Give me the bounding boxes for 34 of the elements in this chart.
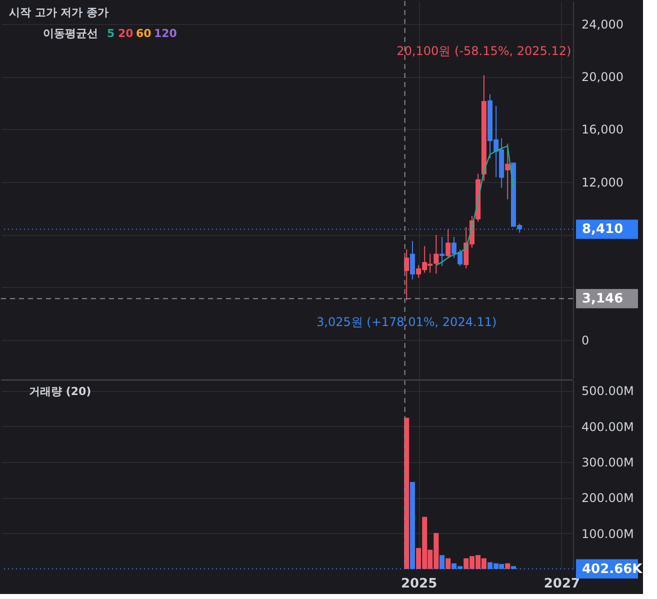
ref-line-label: 8,410 bbox=[582, 222, 624, 238]
annotation: 3,025원 (+178.01%, 2024.11) bbox=[316, 315, 497, 330]
annotation: 이동평균선 bbox=[43, 27, 98, 40]
ref-line-label: 3,146 bbox=[582, 292, 624, 307]
y-tick-label: 0 bbox=[582, 334, 590, 348]
x-tick-label: 2027 bbox=[544, 576, 580, 592]
y-tick-label: 300.00M bbox=[582, 456, 634, 470]
y-tick-label: 400.00M bbox=[582, 420, 634, 434]
annotation: 20,100원 (-58.15%, 2025.12) bbox=[396, 44, 572, 58]
candlestick bbox=[446, 228, 451, 258]
y-tick-label: 500.00M bbox=[582, 384, 634, 398]
bar bbox=[440, 555, 445, 569]
bar bbox=[410, 482, 415, 569]
y-tick-label: 24,000 bbox=[582, 17, 624, 32]
annotation: 120 bbox=[154, 27, 178, 40]
bar bbox=[510, 566, 516, 569]
annotation: 시작 고가 저가 종가 bbox=[9, 6, 108, 19]
text: 5 bbox=[107, 27, 115, 40]
candlestick bbox=[410, 240, 415, 280]
y-tick-label: 12,000 bbox=[582, 175, 624, 190]
annotation: 거래량 (20) bbox=[29, 385, 92, 398]
x-tick-label: 2025 bbox=[400, 576, 438, 592]
candlestick bbox=[505, 143, 510, 200]
y-tick-label: 200.00M bbox=[582, 491, 634, 506]
bar bbox=[505, 563, 510, 569]
candlestick bbox=[434, 234, 439, 274]
bar bbox=[446, 558, 451, 569]
y-tick-label: 100.00M bbox=[582, 526, 634, 541]
candlestick bbox=[404, 248, 410, 301]
candlestick bbox=[440, 236, 445, 266]
y-tick-label: 16,000 bbox=[582, 122, 624, 137]
y-tick-label: 20,000 bbox=[582, 70, 624, 84]
annotation: 20 bbox=[118, 27, 134, 40]
annotation: 60 bbox=[136, 27, 152, 40]
